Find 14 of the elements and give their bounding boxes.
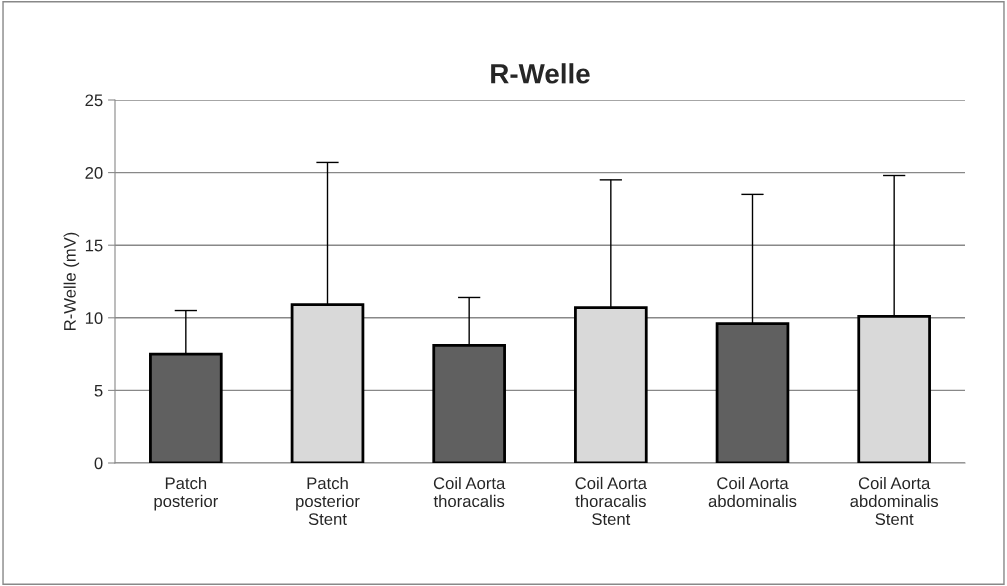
y-axis-title: R-Welle (mV) <box>63 232 80 330</box>
y-tick-label: 15 <box>85 239 103 252</box>
x-tick-label: Coil Aorta abdominalis Stent <box>850 476 939 526</box>
y-tick-label: 20 <box>85 167 103 179</box>
y-tick-label: 5 <box>94 384 103 397</box>
chart-title: R-Welle <box>491 63 590 84</box>
y-tick-label: 10 <box>85 312 103 324</box>
y-tick-label: 0 <box>94 457 103 470</box>
x-tick-label: Coil Aorta abdominalis <box>708 476 797 508</box>
x-tick-label: Patch posterior <box>154 476 218 511</box>
y-tick-label: 25 <box>85 94 103 107</box>
x-tick-label: Coil Aorta thoracalis <box>433 476 506 508</box>
x-tick-label: Coil Aorta thoracalis Stent <box>575 476 647 526</box>
x-tick-label: Patch posterior Stent <box>296 476 360 526</box>
